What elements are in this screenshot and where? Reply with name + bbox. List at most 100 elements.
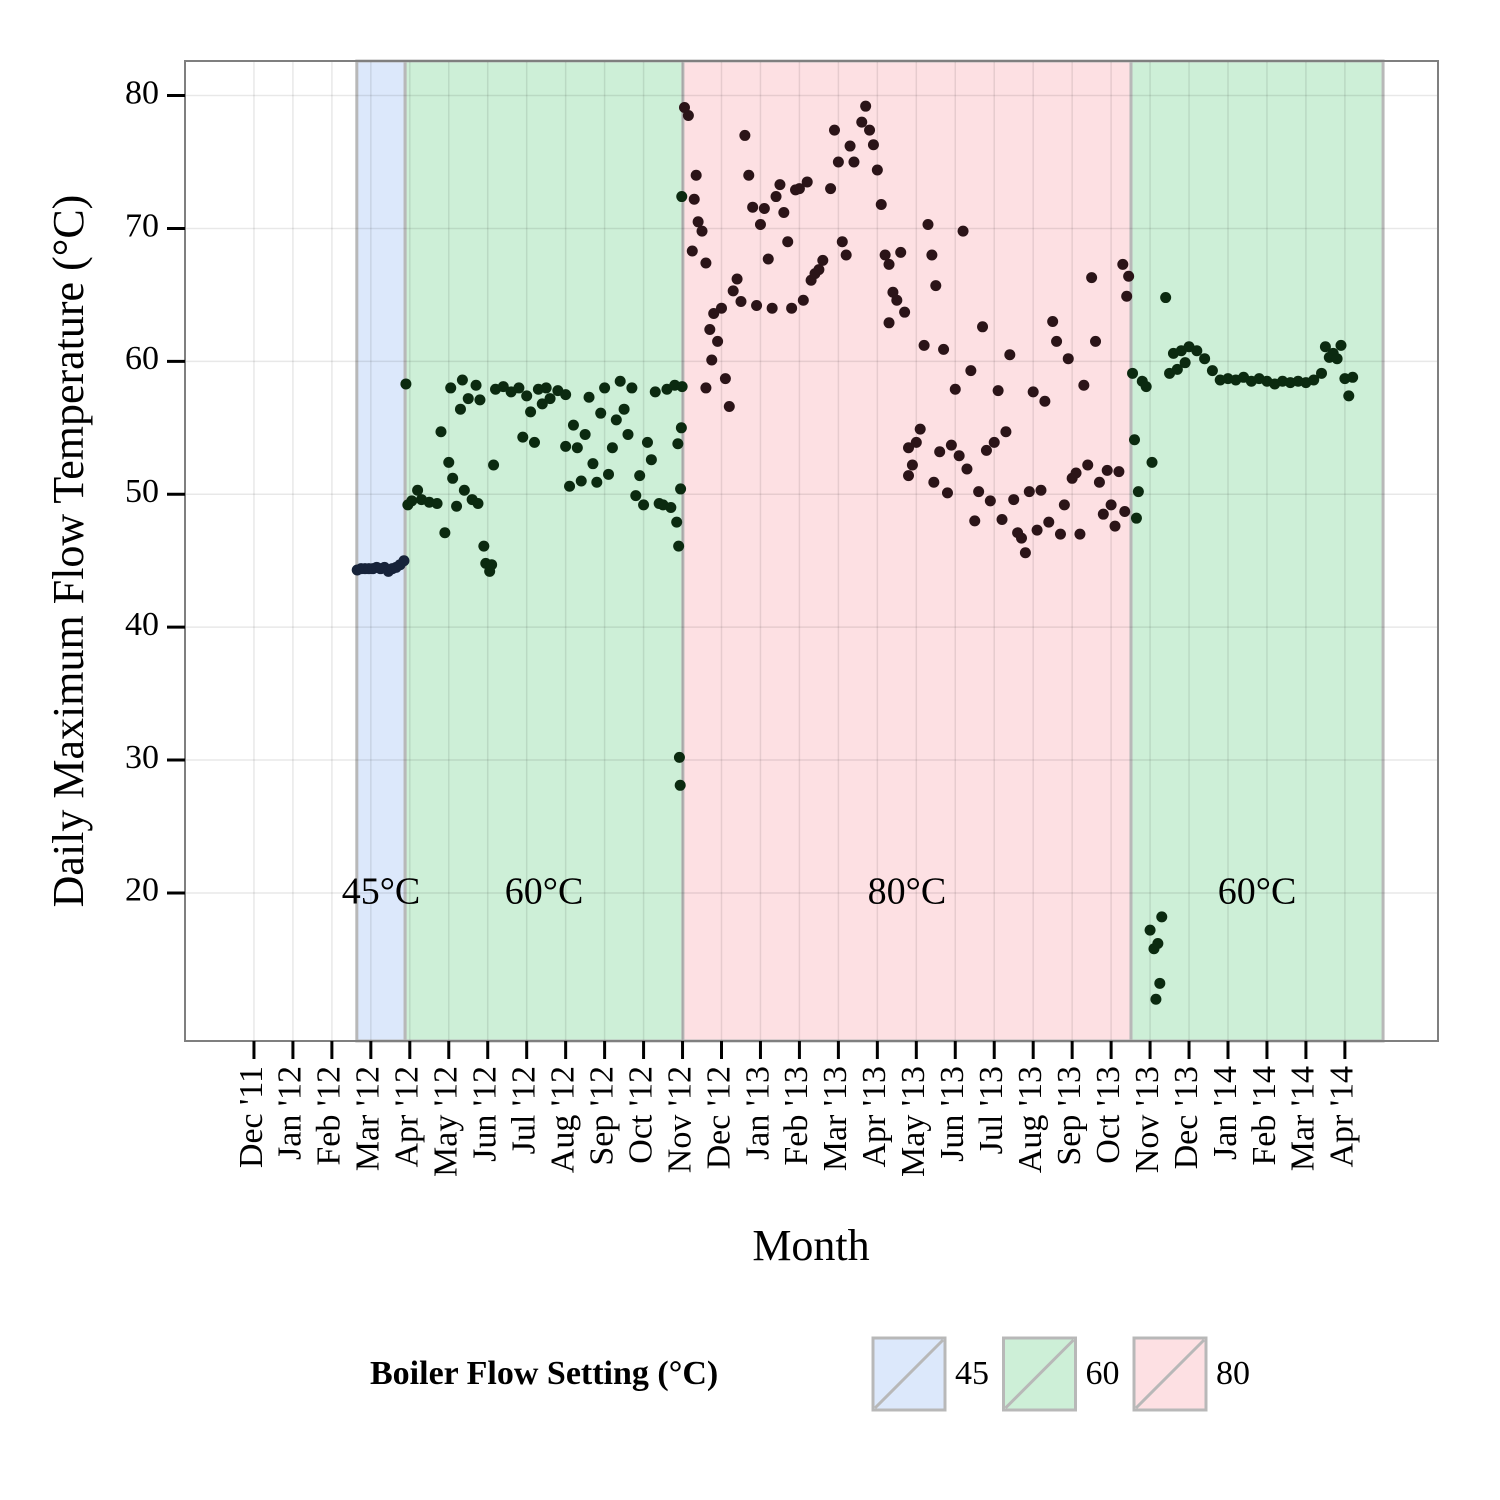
point bbox=[1119, 506, 1131, 518]
point bbox=[731, 273, 743, 285]
point bbox=[832, 156, 844, 168]
point bbox=[1331, 353, 1343, 365]
point bbox=[704, 323, 716, 335]
point bbox=[671, 516, 683, 528]
point bbox=[715, 302, 727, 314]
point bbox=[1146, 456, 1158, 468]
point bbox=[1199, 353, 1211, 365]
point bbox=[895, 246, 907, 258]
point bbox=[1109, 520, 1121, 532]
point bbox=[398, 555, 410, 567]
point bbox=[517, 431, 529, 443]
point bbox=[690, 169, 702, 181]
point bbox=[1035, 484, 1047, 496]
x-tick-label: Oct '13 bbox=[1090, 1066, 1127, 1164]
point bbox=[599, 382, 611, 394]
point bbox=[497, 381, 509, 393]
point bbox=[1144, 924, 1156, 936]
point bbox=[544, 393, 556, 405]
point bbox=[1105, 499, 1117, 511]
x-tick-label: Jun '13 bbox=[934, 1066, 971, 1162]
point bbox=[1308, 374, 1320, 386]
point bbox=[412, 484, 424, 496]
point bbox=[840, 249, 852, 261]
point bbox=[1117, 258, 1129, 270]
point bbox=[560, 389, 572, 401]
y-axis-title: Daily Maximum Flow Temperature (°C) bbox=[44, 195, 93, 908]
point bbox=[928, 476, 940, 488]
point bbox=[1154, 977, 1166, 989]
point bbox=[1078, 379, 1090, 391]
point bbox=[406, 495, 418, 507]
x-tick-label: Aug '13 bbox=[1012, 1066, 1049, 1173]
point bbox=[743, 169, 755, 181]
point bbox=[1023, 486, 1035, 498]
point bbox=[706, 354, 718, 366]
point bbox=[945, 439, 957, 451]
point bbox=[1123, 270, 1135, 282]
point bbox=[560, 440, 572, 452]
x-tick-label: Jul '13 bbox=[973, 1066, 1010, 1154]
point bbox=[836, 236, 848, 248]
x-tick-label: Sep '12 bbox=[583, 1066, 620, 1166]
point bbox=[930, 280, 942, 292]
y-tick-label: 20 bbox=[125, 872, 159, 909]
point bbox=[906, 459, 918, 471]
point bbox=[486, 559, 498, 571]
point bbox=[1039, 395, 1051, 407]
point bbox=[1016, 532, 1028, 544]
point bbox=[1101, 464, 1113, 476]
point bbox=[1054, 528, 1066, 540]
point bbox=[564, 480, 576, 492]
point bbox=[1062, 353, 1074, 365]
point bbox=[1027, 386, 1039, 398]
point bbox=[579, 428, 591, 440]
point bbox=[458, 484, 470, 496]
point bbox=[1140, 381, 1152, 393]
point bbox=[903, 442, 915, 454]
point bbox=[1074, 528, 1086, 540]
point bbox=[591, 476, 603, 488]
point bbox=[1316, 367, 1328, 379]
point bbox=[965, 365, 977, 377]
point bbox=[1058, 499, 1070, 511]
point bbox=[1347, 371, 1359, 383]
point bbox=[682, 109, 694, 121]
point bbox=[1097, 508, 1109, 520]
point bbox=[536, 398, 548, 410]
point bbox=[456, 374, 468, 386]
point bbox=[867, 139, 879, 151]
point bbox=[712, 335, 724, 347]
x-tick-label: Jul '12 bbox=[505, 1066, 542, 1154]
point bbox=[400, 378, 412, 390]
point bbox=[1121, 290, 1133, 302]
point bbox=[797, 294, 809, 306]
y-tick-label: 80 bbox=[125, 74, 159, 111]
point bbox=[875, 199, 887, 211]
point bbox=[883, 317, 895, 329]
point bbox=[1150, 993, 1162, 1005]
point bbox=[610, 414, 622, 426]
point bbox=[665, 502, 677, 514]
point bbox=[926, 249, 938, 261]
point bbox=[1086, 272, 1098, 284]
x-tick-label: Apr '12 bbox=[389, 1066, 426, 1168]
point bbox=[1127, 367, 1139, 379]
point bbox=[825, 183, 837, 195]
point bbox=[739, 129, 751, 141]
point bbox=[1019, 547, 1031, 559]
point bbox=[782, 236, 794, 248]
region-label: 60°C bbox=[505, 871, 584, 913]
point bbox=[638, 499, 650, 511]
point bbox=[445, 382, 457, 394]
x-tick-label: Apr '13 bbox=[856, 1066, 893, 1168]
point bbox=[778, 207, 790, 219]
point bbox=[1343, 390, 1355, 402]
x-tick-label: May '12 bbox=[428, 1066, 465, 1177]
point bbox=[969, 515, 981, 527]
point bbox=[813, 264, 825, 276]
point bbox=[1070, 467, 1082, 479]
point bbox=[922, 218, 934, 230]
point bbox=[918, 339, 930, 351]
x-tick-label: Jun '12 bbox=[467, 1066, 504, 1162]
